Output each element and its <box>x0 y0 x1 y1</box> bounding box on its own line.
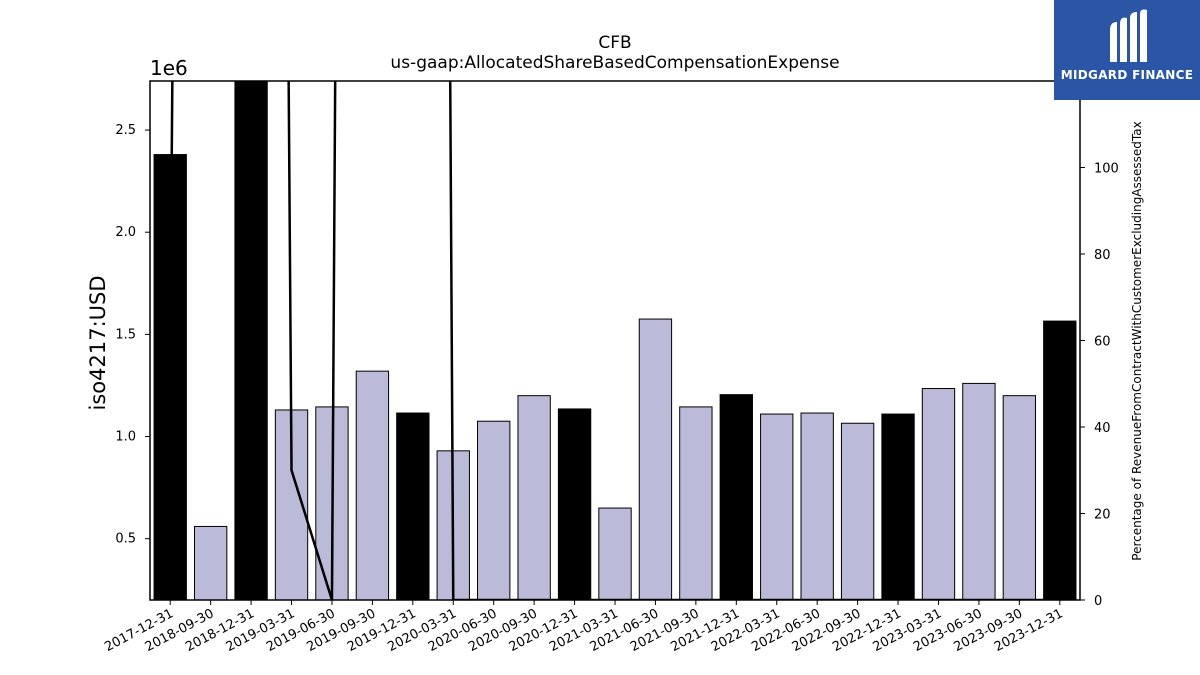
bar-2019-12-31 <box>396 412 430 600</box>
y-tick-label-1.0: 1.0 <box>115 430 136 445</box>
y2-tick-label-80: 80 <box>1094 248 1111 263</box>
percentage-line <box>168 81 1060 600</box>
bars-group <box>153 81 1077 600</box>
y-tick-label-2.5: 2.5 <box>115 123 136 138</box>
y2-tick-label-0: 0 <box>1094 594 1102 609</box>
bar-2021-12-31 <box>719 394 753 600</box>
bar-2022-12-31 <box>881 413 915 600</box>
y-axis-label: iso4217:USD <box>86 275 110 410</box>
bar-2020-09-30 <box>517 395 551 600</box>
y2-tick-label-20: 20 <box>1094 508 1111 523</box>
bar-2021-06-30 <box>638 318 673 600</box>
bar-2022-06-30 <box>800 412 834 600</box>
logo-mark-icon <box>1110 9 1147 63</box>
chart-title: CFB <box>598 33 631 53</box>
bar-2023-03-31 <box>921 388 956 600</box>
y-axis-offset-label: 1e6 <box>150 56 188 80</box>
bar-2022-09-30 <box>840 422 875 600</box>
y2-tick-label-40: 40 <box>1094 421 1111 436</box>
bar-2021-09-30 <box>679 406 713 600</box>
bar-2022-03-31 <box>760 413 794 600</box>
bar-2019-09-30 <box>355 370 390 600</box>
bar-2020-12-31 <box>557 408 592 600</box>
bar-2020-06-30 <box>477 420 511 600</box>
bar-2018-09-30 <box>193 525 228 600</box>
y2-tick-label-60: 60 <box>1094 335 1111 350</box>
bar-2018-12-31 <box>234 81 268 600</box>
bar-2023-09-30 <box>1002 395 1037 600</box>
y-tick-label-1.5: 1.5 <box>115 327 136 342</box>
bar-2021-03-31 <box>598 507 632 600</box>
brand-logo: MIDGARD FINANCE <box>1054 0 1200 100</box>
y-tick-label-0.5: 0.5 <box>115 532 136 547</box>
logo-text: MIDGARD FINANCE <box>1060 68 1194 82</box>
percentage-line-group <box>168 81 1060 600</box>
y2-axis-label: Percentage of RevenueFromContractWithCus… <box>1130 121 1144 560</box>
bar-2023-12-31 <box>1043 320 1077 600</box>
bar-2023-06-30 <box>962 382 996 600</box>
chart-subtitle: us-gaap:AllocatedShareBasedCompensationE… <box>390 53 839 73</box>
y-tick-label-2.0: 2.0 <box>115 225 136 240</box>
y2-tick-label-100: 100 <box>1094 162 1119 177</box>
